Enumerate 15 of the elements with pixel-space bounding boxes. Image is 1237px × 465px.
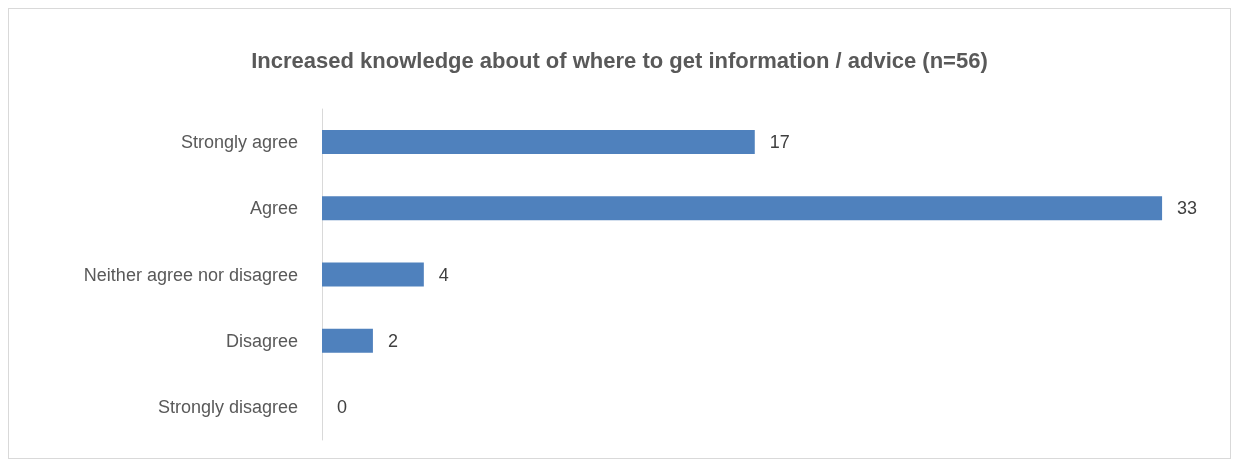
data-label: 2 <box>387 330 398 351</box>
y-tick-label: Agree <box>249 198 298 219</box>
data-label: 33 <box>1177 198 1198 219</box>
data-label: 17 <box>769 132 790 153</box>
bar <box>322 130 755 155</box>
y-tick-label: Strongly agree <box>180 132 298 153</box>
data-label: 0 <box>337 396 348 417</box>
y-tick-label: Neither agree nor disagree <box>83 264 298 285</box>
bar <box>322 328 373 353</box>
y-tick-label: Disagree <box>225 330 298 351</box>
y-tick-label: Strongly disagree <box>157 396 298 417</box>
bar <box>322 196 1163 221</box>
bar <box>322 262 424 287</box>
chart-title: Increased knowledge about of where to get information / advice (n=56) <box>251 47 988 73</box>
data-label: 4 <box>438 264 449 285</box>
